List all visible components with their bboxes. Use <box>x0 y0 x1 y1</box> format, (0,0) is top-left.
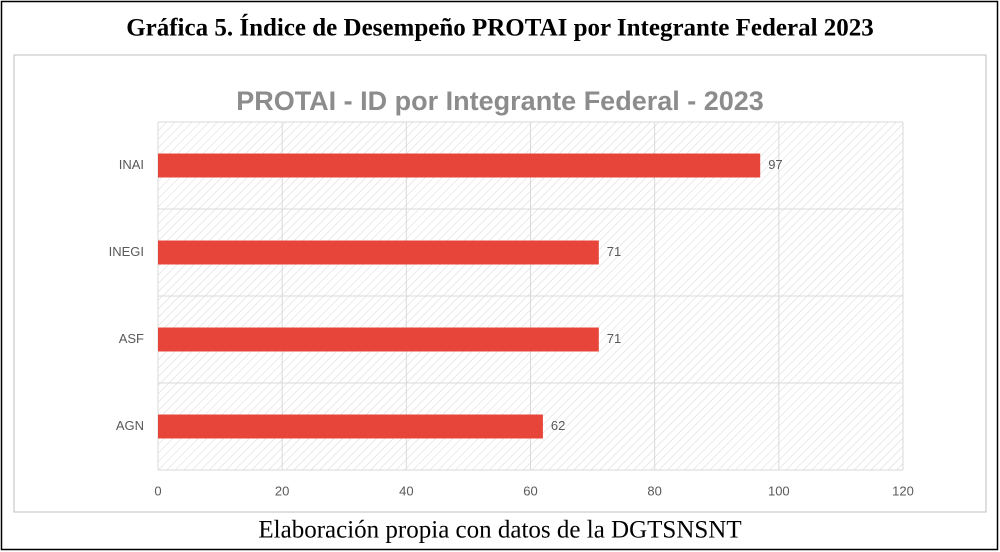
value-label: 71 <box>607 331 621 346</box>
caption: Elaboración propia con datos de la DGTSN… <box>258 517 741 544</box>
x-tick-label: 120 <box>892 483 914 498</box>
bar <box>158 327 599 352</box>
chart-title: PROTAI - ID por Integrante Federal - 202… <box>236 86 764 116</box>
value-label: 62 <box>551 418 565 433</box>
value-label: 97 <box>768 157 782 172</box>
figure-heading: Gráfica 5. Índice de Desempeño PROTAI po… <box>126 14 874 42</box>
x-tick-label: 60 <box>523 483 537 498</box>
bar <box>158 240 599 265</box>
x-tick-label: 80 <box>647 483 661 498</box>
x-tick-label: 0 <box>154 483 161 498</box>
y-tick-label: INAI <box>119 157 144 172</box>
y-tick-label: ASF <box>119 331 144 346</box>
y-tick-label: INEGI <box>109 244 144 259</box>
y-tick-label: AGN <box>116 418 144 433</box>
bar <box>158 414 543 439</box>
x-tick-label: 100 <box>768 483 790 498</box>
x-tick-label: 20 <box>275 483 289 498</box>
bar <box>158 153 761 178</box>
x-tick-label: 40 <box>399 483 413 498</box>
value-label: 71 <box>607 244 621 259</box>
